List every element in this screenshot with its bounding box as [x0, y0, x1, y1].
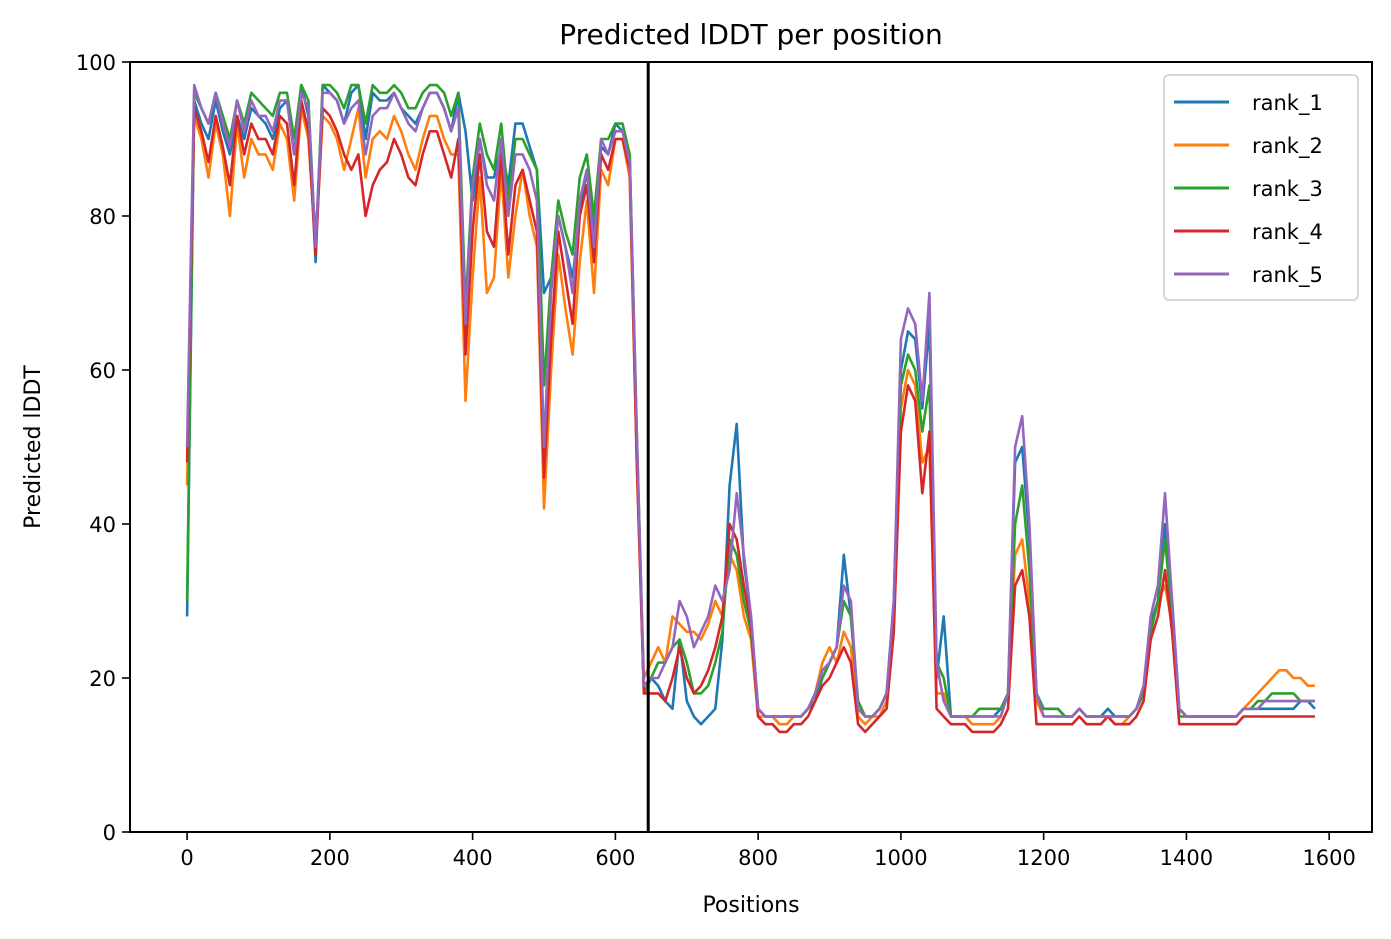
series-line-rank-5	[185, 83, 1315, 718]
x-tick-label: 600	[595, 846, 635, 870]
x-tick-label: 1200	[1017, 846, 1070, 870]
axes-frame	[129, 61, 1373, 833]
y-tick-label: 100	[76, 51, 116, 75]
x-axis-ticks: 0 200 400 600 800 1000 1200 1400 1600	[180, 832, 1356, 870]
y-tick-label: 20	[89, 667, 116, 691]
series-layer	[185, 83, 1316, 734]
y-axis-label: Predicted lDDT	[21, 365, 46, 529]
x-tick-label: 0	[180, 846, 193, 870]
x-tick-label: 1600	[1302, 846, 1355, 870]
y-tick-label: 40	[89, 513, 116, 537]
legend-label: rank_3	[1252, 177, 1323, 202]
legend-label: rank_2	[1252, 134, 1323, 159]
y-axis-ticks: 0 20 40 60 80 100	[76, 51, 130, 845]
y-tick-label: 60	[89, 359, 116, 383]
x-tick-label: 200	[310, 846, 350, 870]
x-axis-label: Positions	[702, 893, 799, 918]
y-tick-label: 0	[103, 821, 116, 845]
legend-label: rank_5	[1252, 263, 1323, 288]
x-tick-label: 1400	[1160, 846, 1213, 870]
y-tick-label: 80	[89, 205, 116, 229]
x-tick-label: 800	[738, 846, 778, 870]
legend-box	[1163, 74, 1359, 301]
x-tick-label: 1000	[874, 846, 927, 870]
x-tick-label: 400	[453, 846, 493, 870]
legend-label: rank_4	[1252, 220, 1323, 245]
chart-title: Predicted lDDT per position	[559, 18, 943, 51]
legend-label: rank_1	[1252, 91, 1323, 116]
legend: rank_1 rank_2 rank_3 rank_4 rank_5	[1163, 74, 1359, 301]
